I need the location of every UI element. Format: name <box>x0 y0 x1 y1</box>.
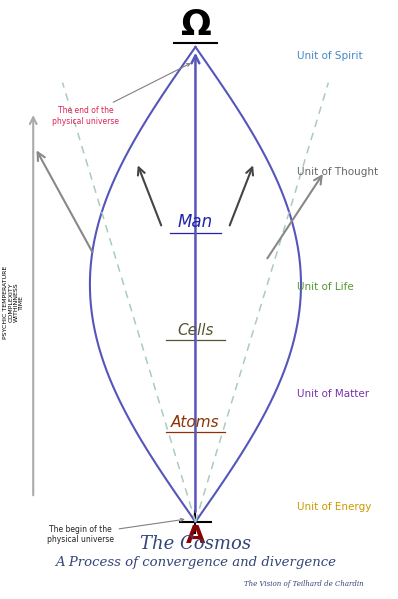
Text: A Process of convergence and divergence: A Process of convergence and divergence <box>55 556 336 568</box>
Text: Unit of Life: Unit of Life <box>297 282 354 292</box>
Text: Cells: Cells <box>177 323 214 338</box>
Text: Unit of Matter: Unit of Matter <box>297 389 369 399</box>
Text: PSYCHIC TEMPERATURE: PSYCHIC TEMPERATURE <box>3 265 8 339</box>
Text: The Cosmos: The Cosmos <box>140 536 251 553</box>
Text: Man: Man <box>178 213 213 231</box>
Text: The end of the
physical universe: The end of the physical universe <box>53 63 190 126</box>
Text: Unit of Thought: Unit of Thought <box>297 167 378 177</box>
Text: TIME: TIME <box>19 295 23 310</box>
Text: Unit of Spirit: Unit of Spirit <box>297 51 363 61</box>
Text: COMPLEXITY: COMPLEXITY <box>8 282 14 322</box>
Text: The Vision of Teilhard de Chardin: The Vision of Teilhard de Chardin <box>244 580 363 588</box>
Text: $\mathbf{A}$: $\mathbf{A}$ <box>185 525 206 548</box>
Text: Unit of Energy: Unit of Energy <box>297 502 371 512</box>
Text: The begin of the
physical universe: The begin of the physical universe <box>47 518 183 544</box>
Text: WITHINNESS: WITHINNESS <box>14 282 19 322</box>
Text: Atoms: Atoms <box>171 415 220 430</box>
Text: $\mathbf{\Omega}$: $\mathbf{\Omega}$ <box>179 8 211 42</box>
